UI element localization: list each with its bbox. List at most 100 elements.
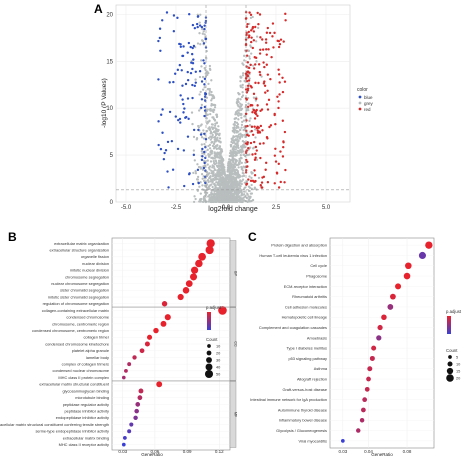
volcano-point-red bbox=[246, 160, 249, 163]
volcano-point-grey bbox=[202, 129, 205, 132]
volcano-point-grey bbox=[210, 197, 214, 201]
volcano-point-blue bbox=[168, 110, 172, 114]
volcano-point-grey bbox=[221, 192, 224, 195]
kegg-term-label: Human T-cell leukemia virus 1 infection bbox=[259, 253, 327, 258]
volcano-y-axis-label: -log10 (P Values) bbox=[101, 78, 108, 128]
volcano-point-grey bbox=[239, 102, 242, 105]
volcano-point-red bbox=[256, 129, 259, 132]
volcano-point-grey bbox=[209, 175, 212, 178]
volcano-point-grey bbox=[212, 142, 216, 146]
volcano-point-grey bbox=[232, 194, 236, 197]
volcano-point-blue bbox=[174, 115, 178, 118]
volcano-point-blue bbox=[202, 59, 205, 62]
go-count-legend-dot bbox=[207, 344, 211, 348]
kegg-plot-area bbox=[329, 237, 435, 449]
go-x-tick-label: 0.03 bbox=[118, 449, 127, 454]
volcano-point-grey bbox=[193, 159, 196, 162]
volcano-point-grey bbox=[236, 113, 239, 116]
volcano-point-red bbox=[283, 130, 287, 134]
go-dot bbox=[218, 306, 227, 315]
go-term-label: organelle fission bbox=[81, 254, 109, 259]
volcano-point-grey bbox=[209, 180, 212, 183]
volcano-point-grey bbox=[207, 127, 210, 130]
volcano-point-grey bbox=[217, 199, 220, 202]
volcano-point-grey bbox=[219, 164, 223, 167]
volcano-point-grey bbox=[238, 199, 241, 202]
kegg-term-label: Inflammatory bowel disease bbox=[279, 418, 327, 423]
volcano-point-grey bbox=[217, 156, 221, 159]
volcano-point-grey bbox=[215, 115, 219, 118]
volcano-point-grey bbox=[204, 68, 207, 71]
volcano-point-red bbox=[261, 48, 265, 51]
volcano-point-grey bbox=[200, 65, 203, 68]
volcano-point-grey bbox=[241, 83, 244, 87]
go-facet-label: MF bbox=[233, 412, 237, 418]
volcano-point-blue bbox=[157, 78, 160, 81]
volcano-point-grey bbox=[236, 135, 239, 138]
volcano-point-red bbox=[246, 88, 250, 92]
volcano-point-red bbox=[245, 54, 249, 57]
volcano-point-grey bbox=[237, 118, 240, 121]
volcano-point-grey bbox=[203, 33, 206, 36]
volcano-point-red bbox=[277, 100, 280, 103]
volcano-point-grey bbox=[206, 159, 209, 162]
volcano-point-grey bbox=[241, 175, 244, 178]
go-enrichment-dotplot: extracellular matrix organizationextrace… bbox=[0, 237, 237, 457]
kegg-count-legend-label: 5 bbox=[456, 355, 458, 360]
volcano-point-grey bbox=[215, 181, 218, 184]
volcano-point-blue bbox=[177, 118, 180, 122]
kegg-padj-colorbar bbox=[447, 316, 451, 334]
volcano-point-grey bbox=[229, 160, 232, 164]
volcano-point-grey bbox=[222, 185, 225, 188]
go-term-label: nuclear chromosome segregation bbox=[51, 281, 109, 286]
volcano-point-red bbox=[262, 61, 265, 64]
kegg-term-label: Autoimmune thyroid disease bbox=[278, 407, 327, 412]
volcano-point-grey bbox=[209, 160, 213, 163]
volcano-point-grey bbox=[233, 120, 237, 124]
volcano-point-blue bbox=[193, 26, 197, 30]
go-term-label: peptidase inhibitor activity bbox=[64, 408, 109, 413]
volcano-point-grey bbox=[229, 173, 233, 176]
volcano-point-blue bbox=[161, 131, 164, 134]
volcano-point-grey bbox=[247, 185, 251, 188]
kegg-dot bbox=[376, 335, 382, 341]
volcano-point-grey bbox=[212, 116, 215, 119]
volcano-point-grey bbox=[216, 151, 219, 154]
kegg-term-label: Intestinal immune network for IgA produc… bbox=[250, 397, 327, 402]
volcano-point-grey bbox=[211, 185, 214, 189]
volcano-point-blue bbox=[173, 72, 177, 75]
volcano-point-grey bbox=[204, 193, 208, 196]
volcano-point-grey bbox=[207, 82, 210, 86]
volcano-point-red bbox=[252, 140, 256, 144]
volcano-point-grey bbox=[214, 192, 218, 196]
volcano-point-blue bbox=[200, 80, 204, 83]
volcano-point-grey bbox=[234, 154, 237, 157]
volcano-point-red bbox=[247, 146, 250, 150]
volcano-point-red bbox=[252, 92, 256, 96]
volcano-point-grey bbox=[221, 196, 225, 200]
volcano-point-red bbox=[257, 63, 261, 66]
volcano-point-red bbox=[254, 63, 257, 66]
volcano-point-grey bbox=[260, 75, 263, 78]
volcano-point-blue bbox=[162, 157, 166, 161]
volcano-point-blue bbox=[184, 116, 187, 119]
go-dot bbox=[139, 348, 145, 354]
volcano-point-grey bbox=[248, 57, 251, 60]
volcano-point-grey bbox=[209, 112, 212, 116]
volcano-point-grey bbox=[198, 75, 202, 79]
volcano-point-blue bbox=[204, 169, 207, 172]
volcano-point-grey bbox=[195, 138, 198, 141]
volcano-point-red bbox=[264, 41, 268, 44]
volcano-point-blue bbox=[172, 80, 175, 84]
volcano-point-grey bbox=[206, 120, 209, 123]
go-dot bbox=[137, 395, 143, 401]
volcano-point-grey bbox=[257, 176, 261, 180]
volcano-point-blue bbox=[203, 132, 206, 136]
volcano-point-red bbox=[252, 67, 256, 70]
volcano-point-blue bbox=[191, 46, 194, 50]
volcano-point-grey bbox=[239, 133, 242, 136]
kegg-dot bbox=[359, 418, 365, 423]
volcano-point-grey bbox=[255, 158, 259, 161]
volcano-legend-swatch bbox=[358, 107, 362, 111]
go-x-axis-label: GeneRatio bbox=[141, 452, 163, 457]
